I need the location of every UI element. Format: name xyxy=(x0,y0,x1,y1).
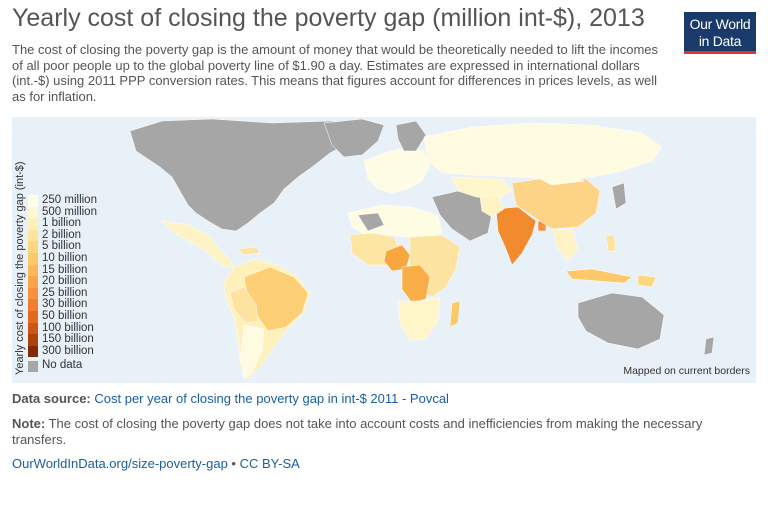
legend-label: 10 billion xyxy=(42,251,88,264)
country-greenland[interactable] xyxy=(323,118,385,158)
legend-swatch xyxy=(28,229,38,242)
license-link[interactable]: CC BY-SA xyxy=(239,456,300,471)
country-philippines[interactable] xyxy=(605,234,617,252)
legend-label: 30 billion xyxy=(42,298,88,311)
legend-label: 250 million xyxy=(42,194,97,206)
footer-separator: • xyxy=(227,456,240,471)
legend-item[interactable]: 20 billion xyxy=(28,276,97,288)
note-label: Note: xyxy=(12,416,46,431)
country-papua-new-guinea[interactable] xyxy=(637,274,657,288)
country-india[interactable] xyxy=(495,206,537,266)
legend-label: 150 billion xyxy=(42,333,94,346)
legend-swatch xyxy=(28,299,38,311)
country-japan[interactable] xyxy=(611,182,627,210)
legend-swatch xyxy=(28,264,38,277)
legend-swatch xyxy=(28,287,38,300)
legend-swatch xyxy=(28,322,38,335)
mapped-borders-note: Mapped on current borders xyxy=(623,365,750,377)
country-dr-congo[interactable] xyxy=(401,264,431,304)
legend-label: 500 million xyxy=(42,205,97,218)
footer-link[interactable]: OurWorldInData.org/size-poverty-gap xyxy=(12,456,228,471)
legend-label: 20 billion xyxy=(42,275,88,288)
legend-item[interactable]: 10 billion xyxy=(28,251,97,265)
legend-label: 100 billion xyxy=(42,321,94,334)
country-scandinavia[interactable] xyxy=(395,120,427,152)
legend-item[interactable]: 2 billion xyxy=(28,228,97,242)
legend-swatch-no-data xyxy=(28,360,38,372)
chart-note: Note: The cost of closing the poverty ga… xyxy=(12,416,752,447)
country-australia[interactable] xyxy=(577,292,665,350)
country-pakistan[interactable] xyxy=(479,194,505,218)
legend-item[interactable]: 100 billion xyxy=(28,321,97,335)
country-western-sahara[interactable] xyxy=(357,212,385,232)
country-indonesia[interactable] xyxy=(565,268,633,284)
legend-item[interactable]: 150 billion xyxy=(28,334,97,346)
country-southern-africa[interactable] xyxy=(397,296,441,342)
legend-swatch xyxy=(28,241,38,253)
map-legend: 250 million 500 million 1 billion 2 billion… xyxy=(28,194,97,372)
logo-line-2: in Data xyxy=(698,33,742,49)
legend-swatch xyxy=(28,206,38,219)
legend-item[interactable]: 500 million xyxy=(28,205,97,219)
legend-swatch xyxy=(28,334,38,346)
data-source-label: Data source: xyxy=(12,391,91,406)
legend-label: 1 billion xyxy=(42,217,81,230)
legend-title: Yearly cost of closing the poverty gap (… xyxy=(14,161,26,375)
note-text: The cost of closing the poverty gap does… xyxy=(12,416,703,447)
country-madagascar[interactable] xyxy=(449,300,461,328)
legend-item[interactable]: 15 billion xyxy=(28,263,97,277)
legend-label: 15 billion xyxy=(42,263,88,276)
legend-item[interactable]: 300 billion xyxy=(28,344,97,358)
chart-subtitle: The cost of closing the poverty gap is t… xyxy=(12,42,659,104)
legend-item-no-data[interactable]: No data xyxy=(28,360,97,372)
country-new-zealand[interactable] xyxy=(703,336,715,356)
country-russia[interactable] xyxy=(423,122,663,180)
country-mongolia[interactable] xyxy=(531,172,585,186)
legend-label: 5 billion xyxy=(42,240,81,253)
legend-label: 50 billion xyxy=(42,309,88,322)
owid-logo[interactable]: Our World in Data xyxy=(684,12,756,54)
legend-item[interactable]: 250 million xyxy=(28,194,97,207)
chart-footer: OurWorldInData.org/size-poverty-gap • CC… xyxy=(12,456,300,471)
legend-item[interactable]: 50 billion xyxy=(28,309,97,323)
legend-label-no-data: No data xyxy=(42,359,83,372)
country-caribbean[interactable] xyxy=(237,246,261,256)
legend-label: 25 billion xyxy=(42,286,88,299)
country-peru-bolivia[interactable] xyxy=(229,286,259,324)
legend-swatch xyxy=(28,345,38,358)
country-europe[interactable] xyxy=(363,146,431,194)
legend-swatch xyxy=(28,310,38,323)
legend-swatch xyxy=(28,252,38,265)
country-southeast-asia[interactable] xyxy=(551,228,579,262)
legend-swatch xyxy=(28,218,38,230)
legend-item[interactable]: 30 billion xyxy=(28,299,97,311)
chart-title: Yearly cost of closing the poverty gap (… xyxy=(12,4,645,32)
legend-swatch xyxy=(28,276,38,288)
data-source-link[interactable]: Cost per year of closing the poverty gap… xyxy=(94,391,449,406)
country-north-america[interactable] xyxy=(129,118,363,232)
legend-item[interactable]: 5 billion xyxy=(28,241,97,253)
legend-item[interactable]: 25 billion xyxy=(28,286,97,300)
map-svg xyxy=(129,118,715,380)
logo-line-1: Our World xyxy=(689,16,751,32)
data-source: Data source: Cost per year of closing th… xyxy=(12,391,449,406)
country-mexico[interactable] xyxy=(161,220,235,268)
legend-label: 300 billion xyxy=(42,344,94,357)
world-map: Yearly cost of closing the poverty gap (… xyxy=(12,117,756,383)
legend-swatch xyxy=(28,195,38,207)
country-argentina-chile[interactable] xyxy=(239,324,265,380)
legend-item[interactable]: 1 billion xyxy=(28,218,97,230)
legend-label: 2 billion xyxy=(42,228,81,241)
